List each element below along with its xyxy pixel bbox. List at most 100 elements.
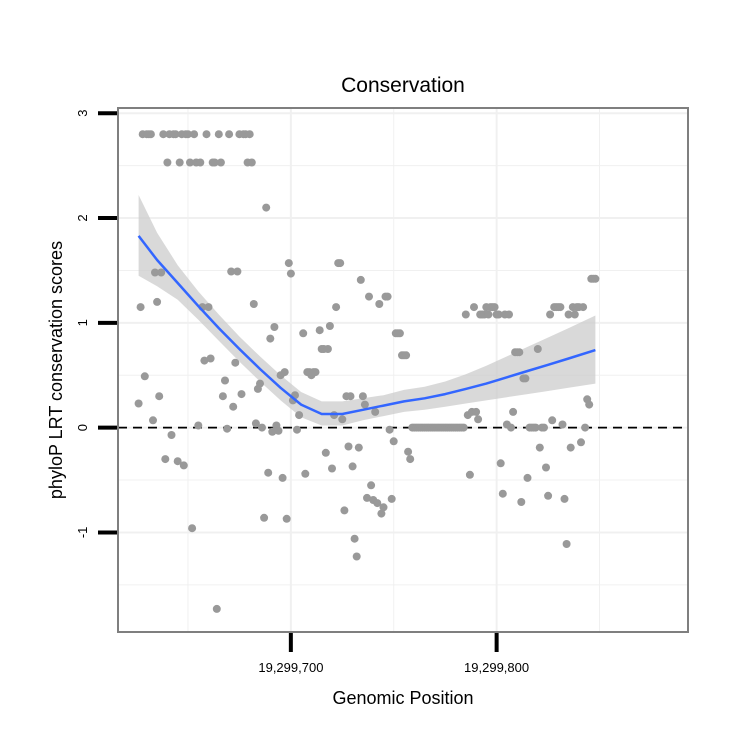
- data-point: [484, 310, 493, 319]
- data-point: [247, 158, 256, 167]
- data-point: [535, 443, 544, 452]
- data-point: [581, 423, 590, 432]
- data-point: [509, 407, 518, 416]
- data-point: [356, 275, 365, 284]
- data-point: [146, 130, 155, 139]
- data-point: [346, 392, 355, 401]
- data-point: [161, 455, 170, 464]
- data-point: [188, 524, 197, 533]
- data-point: [282, 514, 291, 523]
- data-point: [196, 158, 205, 167]
- data-point: [194, 421, 203, 430]
- x-tick-label: 19,299,700: [258, 660, 323, 675]
- data-point: [140, 372, 149, 381]
- data-point: [256, 379, 264, 388]
- data-point: [542, 463, 550, 472]
- data-point: [295, 411, 304, 420]
- data-point: [280, 368, 289, 377]
- data-point: [363, 493, 371, 502]
- data-point: [134, 399, 143, 408]
- data-point: [266, 334, 275, 343]
- data-point: [546, 310, 555, 319]
- data-point: [301, 469, 310, 478]
- data-points: [134, 130, 600, 613]
- y-axis: 3 2 1 0 -1: [75, 110, 117, 539]
- y-tick-label: 0: [75, 424, 90, 431]
- data-point: [186, 158, 194, 167]
- data-point: [221, 376, 229, 385]
- data-point: [286, 269, 295, 278]
- data-point: [163, 158, 172, 167]
- data-point: [173, 457, 182, 466]
- data-point: [175, 158, 184, 167]
- y-tick-label: 2: [75, 214, 90, 221]
- data-point: [311, 368, 320, 377]
- data-point: [251, 419, 260, 428]
- data-point: [350, 534, 359, 543]
- y-tick-label: -1: [75, 527, 90, 539]
- data-point: [562, 540, 571, 548]
- data-point: [379, 503, 388, 512]
- data-point: [515, 348, 524, 357]
- data-point: [498, 489, 507, 498]
- data-point: [167, 431, 176, 439]
- data-point: [383, 292, 392, 301]
- data-point: [184, 130, 192, 139]
- data-point: [155, 392, 164, 401]
- data-point: [200, 356, 209, 365]
- data-point: [336, 259, 345, 268]
- data-point: [190, 130, 199, 139]
- data-point: [494, 310, 503, 319]
- y-tick-label: 3: [75, 110, 90, 117]
- data-point: [278, 473, 287, 482]
- data-point: [472, 407, 481, 416]
- data-point: [395, 329, 404, 338]
- data-point: [585, 400, 594, 409]
- data-point: [284, 259, 293, 268]
- data-point: [389, 437, 398, 446]
- data-point: [365, 292, 373, 301]
- data-point: [461, 310, 470, 319]
- data-point: [268, 427, 277, 436]
- data-point: [136, 303, 145, 312]
- data-point: [332, 303, 341, 312]
- data-point: [533, 345, 542, 353]
- data-point: [299, 329, 308, 338]
- confidence-band: [138, 195, 596, 426]
- data-point: [338, 415, 347, 424]
- data-point: [204, 303, 213, 312]
- panel-border: [117, 107, 689, 633]
- data-point: [406, 455, 415, 464]
- data-point: [210, 158, 219, 167]
- data-point: [237, 390, 246, 399]
- data-point: [151, 268, 159, 277]
- data-point: [340, 506, 349, 515]
- data-point: [371, 407, 380, 416]
- data-point: [540, 423, 548, 432]
- data-point: [245, 130, 254, 139]
- data-point: [233, 267, 242, 276]
- data-point: [564, 310, 573, 319]
- data-point: [249, 300, 258, 308]
- data-point: [328, 464, 336, 473]
- data-point: [223, 424, 232, 433]
- data-point: [517, 498, 526, 506]
- data-point: [465, 470, 474, 479]
- data-point: [171, 130, 180, 139]
- data-point: [544, 491, 553, 500]
- data-point: [577, 438, 585, 447]
- data-point: [505, 310, 513, 319]
- data-point: [293, 425, 301, 434]
- data-point: [360, 400, 369, 409]
- data-point: [358, 392, 367, 401]
- data-point: [385, 425, 394, 434]
- data-point: [348, 462, 357, 471]
- data-point: [591, 274, 600, 283]
- data-point: [157, 268, 166, 277]
- data-point: [231, 358, 240, 367]
- data-point: [566, 443, 575, 452]
- data-point: [258, 423, 266, 432]
- data-point: [352, 552, 361, 561]
- data-point: [387, 494, 396, 503]
